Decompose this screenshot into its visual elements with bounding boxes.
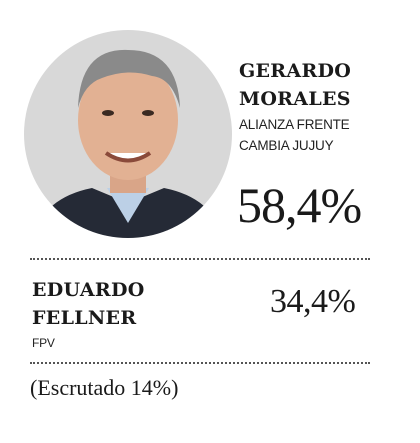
winner-name: GERARDO bbox=[239, 60, 352, 82]
runner-up-party: FPV bbox=[32, 336, 55, 350]
divider bbox=[30, 258, 370, 260]
winner-percentage: 58,4% bbox=[237, 177, 362, 233]
count-note: (Escrutado 14%) bbox=[30, 375, 179, 400]
divider bbox=[30, 362, 370, 364]
runner-up-name: EDUARDO bbox=[32, 279, 145, 301]
winner-name: MORALES bbox=[239, 88, 351, 110]
runner-up-name: FELLNER bbox=[32, 307, 137, 329]
winner-party: CAMBIA JUJUY bbox=[239, 138, 334, 153]
winner-party: ALIANZA FRENTE bbox=[239, 117, 350, 132]
runner-up-percentage: 34,4% bbox=[270, 283, 356, 320]
candidate-photo bbox=[24, 30, 232, 238]
